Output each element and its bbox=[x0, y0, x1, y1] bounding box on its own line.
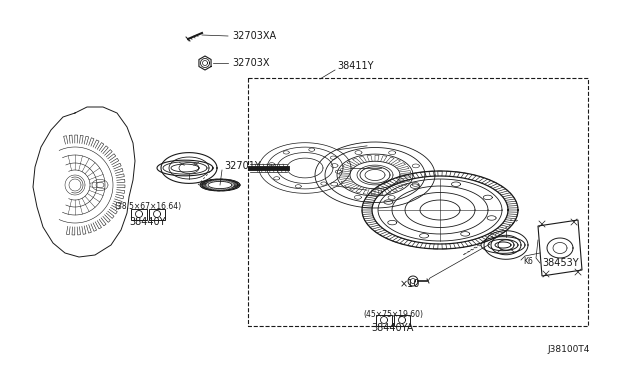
Text: 32703XA: 32703XA bbox=[232, 31, 276, 41]
Text: 32703X: 32703X bbox=[232, 58, 269, 68]
Text: (38.5×67×16.64): (38.5×67×16.64) bbox=[115, 202, 182, 212]
Text: ×10: ×10 bbox=[400, 279, 420, 289]
Bar bbox=[376, 314, 392, 326]
Bar bbox=[149, 208, 165, 219]
Text: 38440Y: 38440Y bbox=[130, 217, 166, 227]
Text: 38411Y: 38411Y bbox=[337, 61, 374, 71]
Bar bbox=[248, 78, 588, 326]
Text: 38453Y: 38453Y bbox=[542, 258, 579, 268]
Text: J38100T4: J38100T4 bbox=[548, 346, 590, 355]
Text: (45×75×19.60): (45×75×19.60) bbox=[363, 310, 423, 318]
Text: K6: K6 bbox=[523, 257, 533, 266]
Bar bbox=[394, 314, 410, 326]
Text: 38440YA: 38440YA bbox=[372, 323, 414, 333]
Bar bbox=[131, 208, 147, 219]
Text: 32701Y: 32701Y bbox=[224, 161, 260, 171]
